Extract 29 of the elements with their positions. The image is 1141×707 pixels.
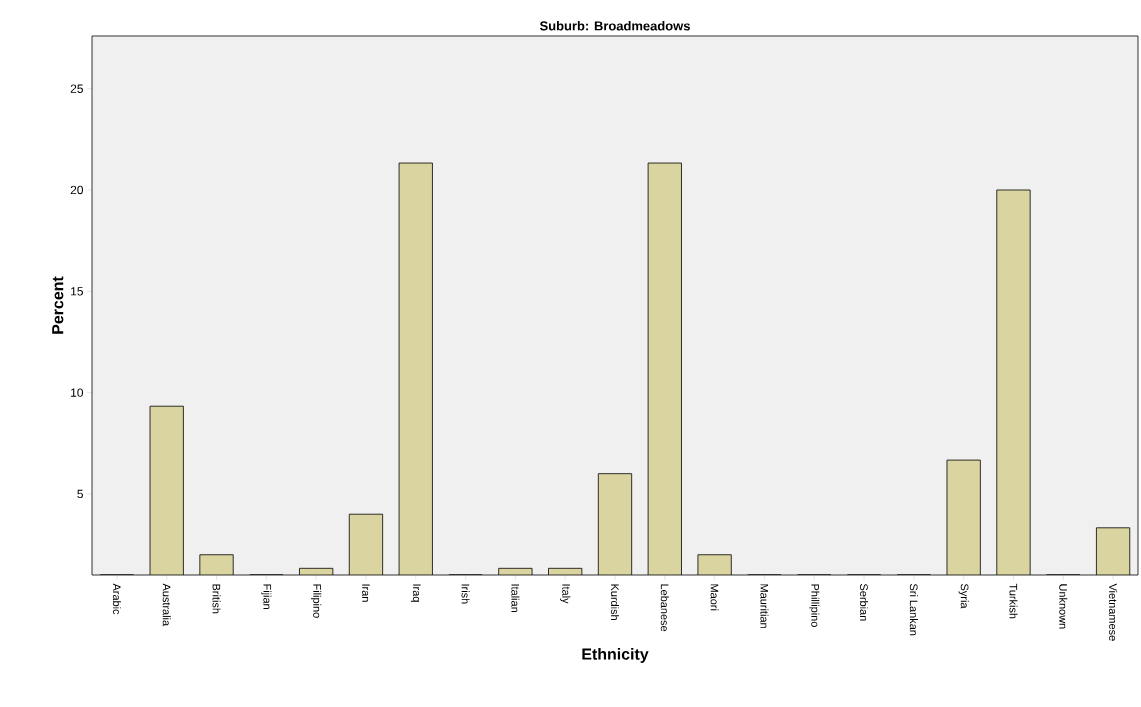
chart-title: Suburb: Broadmeadows xyxy=(539,20,690,31)
y-tick-label: 15 xyxy=(71,287,83,296)
y-tick-label: 25 xyxy=(70,84,83,93)
y-tick-label: 5 xyxy=(77,489,83,499)
x-tick-label: Irish xyxy=(461,584,470,604)
x-tick-label: Serbian xyxy=(860,584,869,621)
x-tick-label: Lebanese xyxy=(660,584,669,632)
x-tick-label: Mauritian xyxy=(760,584,769,628)
x-tick-label: Sri Lankan xyxy=(909,584,918,636)
x-tick-label: Turkish xyxy=(1009,583,1018,619)
x-tick-label: Fijian xyxy=(261,584,272,609)
x-tick-label: British xyxy=(212,584,221,614)
x-tick-label: Iran xyxy=(362,584,370,602)
y-tick-label: 10 xyxy=(71,388,84,397)
x-tick-label: Unknown xyxy=(1059,584,1068,629)
x-tick-label: Vietnamese xyxy=(1109,583,1118,641)
y-tick-label: 20 xyxy=(70,185,84,195)
x-tick-label: Italian xyxy=(511,584,520,613)
x-tick-label: Syria xyxy=(958,584,969,609)
x-tick-label: Kurdish xyxy=(610,584,620,620)
x-tick-label: Italy xyxy=(560,584,571,604)
x-tick-label: Iraq xyxy=(410,584,421,602)
x-tick-label: Australia xyxy=(162,583,171,627)
y-axis-title: Percent xyxy=(52,276,64,334)
x-tick-label: Filipino xyxy=(311,584,322,618)
x-axis-title: Ethnicity xyxy=(582,648,649,663)
x-tick-label: Phillipino xyxy=(809,584,820,627)
x-tick-label: Maori xyxy=(710,584,719,611)
x-tick-label: Arabic xyxy=(112,583,121,615)
